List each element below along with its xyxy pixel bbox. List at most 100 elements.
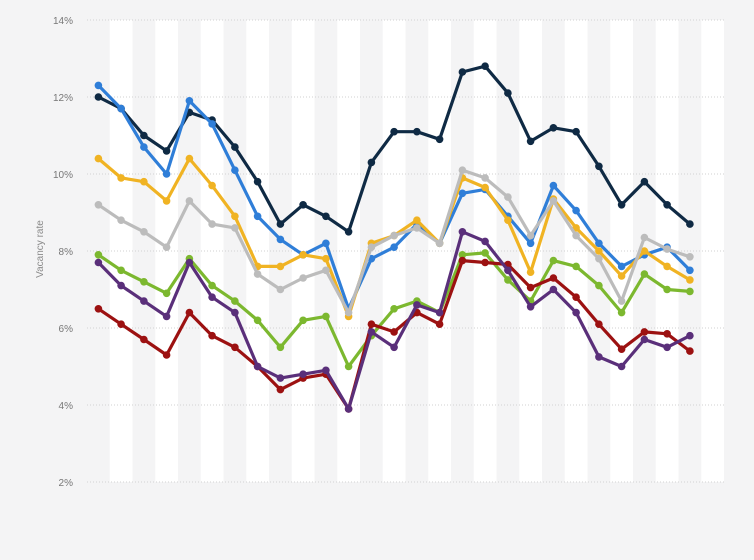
data-point[interactable]	[572, 293, 580, 302]
data-point[interactable]	[162, 312, 171, 321]
data-point[interactable]	[572, 231, 580, 240]
data-point[interactable]	[208, 293, 216, 302]
data-point[interactable]	[390, 127, 398, 136]
data-point[interactable]	[367, 320, 376, 329]
data-point[interactable]	[94, 305, 103, 313]
data-point[interactable]	[390, 343, 398, 352]
data-point[interactable]	[595, 281, 603, 290]
data-point[interactable]	[390, 243, 398, 251]
data-point[interactable]	[276, 220, 285, 228]
data-point[interactable]	[526, 303, 535, 311]
data-point[interactable]	[299, 316, 307, 325]
data-point[interactable]	[595, 320, 603, 329]
data-point[interactable]	[390, 305, 398, 313]
data-point[interactable]	[572, 262, 580, 271]
data-point[interactable]	[595, 254, 603, 263]
data-point[interactable]	[117, 174, 125, 182]
data-point[interactable]	[481, 237, 489, 246]
data-point[interactable]	[481, 183, 489, 192]
data-point[interactable]	[663, 285, 671, 294]
data-point[interactable]	[185, 197, 194, 205]
data-point[interactable]	[231, 166, 239, 174]
data-point[interactable]	[344, 405, 353, 413]
data-point[interactable]	[117, 281, 125, 290]
data-point[interactable]	[276, 374, 285, 382]
data-point[interactable]	[504, 276, 512, 284]
data-point[interactable]	[413, 301, 421, 309]
data-point[interactable]	[640, 270, 649, 278]
data-point[interactable]	[322, 312, 330, 321]
data-point[interactable]	[276, 343, 285, 352]
data-point[interactable]	[686, 276, 694, 284]
data-point[interactable]	[435, 308, 444, 317]
data-point[interactable]	[595, 353, 603, 361]
data-point[interactable]	[140, 278, 148, 286]
data-point[interactable]	[413, 127, 421, 136]
data-point[interactable]	[595, 239, 603, 248]
data-point[interactable]	[185, 308, 194, 317]
data-point[interactable]	[208, 281, 216, 290]
data-point[interactable]	[299, 201, 307, 209]
data-point[interactable]	[231, 297, 239, 305]
data-point[interactable]	[481, 249, 489, 257]
data-point[interactable]	[94, 93, 103, 101]
data-point[interactable]	[549, 124, 558, 132]
data-point[interactable]	[458, 256, 467, 265]
data-point[interactable]	[617, 297, 626, 305]
data-point[interactable]	[140, 297, 148, 305]
data-point[interactable]	[140, 143, 148, 151]
data-point[interactable]	[640, 328, 649, 336]
data-point[interactable]	[344, 362, 353, 371]
data-point[interactable]	[162, 243, 171, 251]
data-point[interactable]	[481, 258, 489, 267]
data-point[interactable]	[458, 166, 467, 174]
data-point[interactable]	[549, 285, 558, 294]
data-point[interactable]	[481, 62, 489, 70]
data-point[interactable]	[162, 147, 171, 155]
data-point[interactable]	[367, 328, 376, 336]
data-point[interactable]	[94, 258, 103, 267]
data-point[interactable]	[253, 177, 262, 186]
data-point[interactable]	[185, 97, 194, 105]
data-point[interactable]	[686, 331, 694, 340]
data-point[interactable]	[140, 228, 148, 236]
data-point[interactable]	[299, 274, 307, 282]
data-point[interactable]	[663, 201, 671, 209]
data-point[interactable]	[94, 251, 103, 259]
data-point[interactable]	[617, 262, 626, 271]
data-point[interactable]	[640, 233, 649, 242]
data-point[interactable]	[299, 370, 307, 379]
data-point[interactable]	[526, 239, 535, 248]
data-point[interactable]	[276, 285, 285, 294]
data-point[interactable]	[208, 331, 216, 340]
data-point[interactable]	[640, 177, 649, 186]
data-point[interactable]	[162, 289, 171, 298]
data-point[interactable]	[572, 308, 580, 317]
data-point[interactable]	[208, 181, 216, 190]
data-point[interactable]	[322, 266, 330, 275]
data-point[interactable]	[663, 245, 671, 253]
data-point[interactable]	[367, 243, 376, 251]
data-point[interactable]	[481, 174, 489, 182]
data-point[interactable]	[117, 320, 125, 329]
data-point[interactable]	[504, 216, 512, 224]
data-point[interactable]	[617, 308, 626, 317]
data-point[interactable]	[185, 154, 194, 163]
data-point[interactable]	[458, 228, 467, 236]
data-point[interactable]	[549, 197, 558, 205]
data-point[interactable]	[117, 216, 125, 224]
data-point[interactable]	[231, 343, 239, 352]
data-point[interactable]	[185, 258, 194, 267]
data-point[interactable]	[526, 137, 535, 146]
data-point[interactable]	[458, 251, 467, 259]
data-point[interactable]	[458, 68, 467, 76]
data-point[interactable]	[140, 131, 148, 140]
data-point[interactable]	[390, 231, 398, 240]
data-point[interactable]	[390, 328, 398, 336]
data-point[interactable]	[526, 231, 535, 240]
data-point[interactable]	[572, 206, 580, 215]
data-point[interactable]	[94, 154, 103, 163]
data-point[interactable]	[686, 266, 694, 275]
data-point[interactable]	[322, 212, 330, 221]
data-point[interactable]	[231, 143, 239, 151]
